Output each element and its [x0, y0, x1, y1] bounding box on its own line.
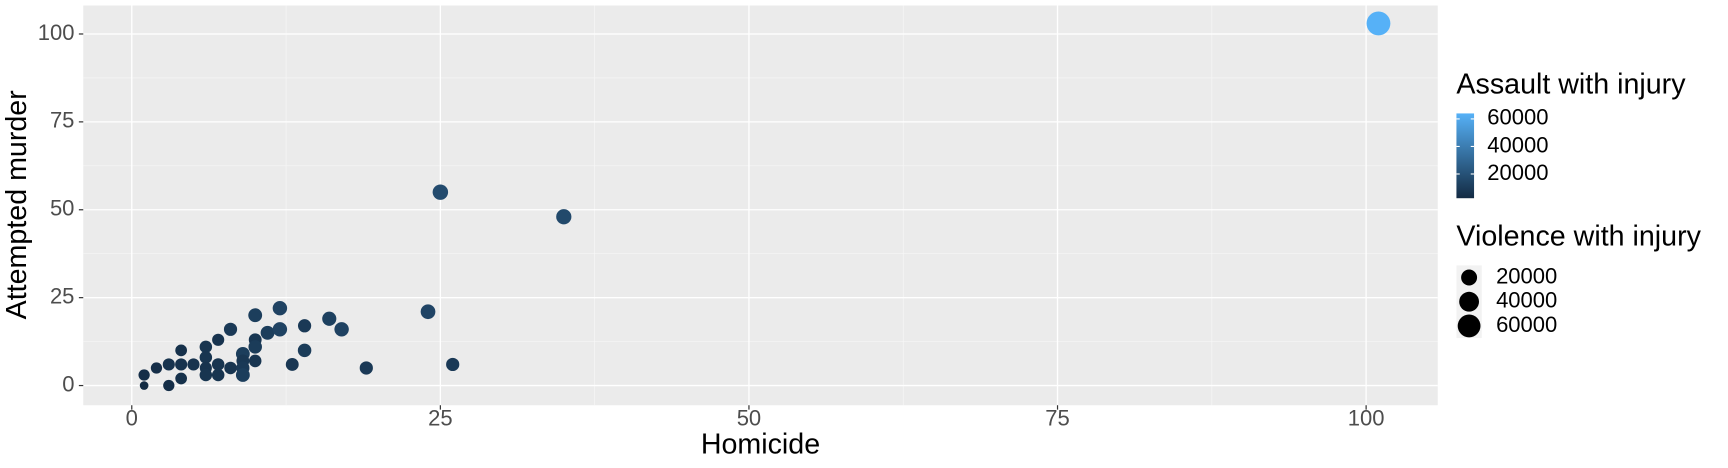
point: [199, 368, 213, 382]
point: [150, 362, 163, 374]
y-tick-label: 0: [62, 371, 74, 396]
x-axis-title: Homicide: [701, 429, 820, 461]
color-bar: [1456, 113, 1475, 199]
point: [199, 340, 213, 354]
x-tick-label: 0: [126, 405, 138, 430]
color-legend-label: 40000: [1487, 132, 1548, 157]
color-legend-label: 20000: [1487, 160, 1548, 185]
size-legend-key: [1461, 269, 1478, 286]
point: [1366, 11, 1391, 36]
point: [162, 358, 175, 371]
y-tick-label: 25: [50, 283, 75, 308]
size-legend-label: 20000: [1496, 263, 1557, 288]
point: [235, 368, 250, 382]
point: [139, 381, 149, 390]
point: [420, 304, 436, 320]
point: [223, 322, 238, 336]
point: [212, 333, 225, 346]
point: [272, 322, 288, 337]
point: [446, 357, 460, 372]
color-legend-title: Assault with injury: [1456, 68, 1686, 100]
x-tick-label: 25: [428, 405, 453, 430]
point: [163, 379, 175, 392]
point: [187, 358, 200, 371]
point: [199, 351, 213, 364]
x-tick-label: 100: [1348, 405, 1385, 430]
point: [224, 361, 237, 375]
point: [297, 343, 312, 358]
point: [334, 322, 349, 337]
point: [175, 372, 188, 385]
point: [211, 358, 225, 371]
point: [285, 358, 299, 371]
y-axis-title: Attempted murder: [1, 90, 33, 320]
y-tick-label: 100: [38, 20, 75, 45]
point: [211, 368, 225, 382]
size-legend-label: 40000: [1496, 288, 1557, 313]
point: [138, 369, 150, 381]
point: [556, 209, 572, 225]
point: [359, 361, 373, 375]
point: [272, 300, 288, 316]
point: [175, 344, 188, 357]
size-legend-key: [1459, 291, 1480, 312]
point: [322, 311, 337, 326]
size-legend-label: 60000: [1496, 312, 1557, 337]
size-legend-key: [1457, 314, 1481, 338]
point: [248, 308, 263, 323]
point: [248, 340, 262, 354]
color-legend-label: 60000: [1487, 105, 1548, 130]
point: [175, 358, 188, 371]
point: [297, 319, 312, 333]
x-tick-label: 50: [737, 405, 762, 430]
point: [248, 354, 262, 368]
x-tick-label: 75: [1045, 405, 1070, 430]
y-tick-label: 75: [50, 108, 75, 133]
panel: [83, 5, 1438, 406]
size-legend-title: Violence with injury: [1456, 220, 1701, 252]
y-tick-label: 50: [50, 196, 75, 221]
point: [260, 325, 275, 340]
point: [432, 184, 449, 200]
